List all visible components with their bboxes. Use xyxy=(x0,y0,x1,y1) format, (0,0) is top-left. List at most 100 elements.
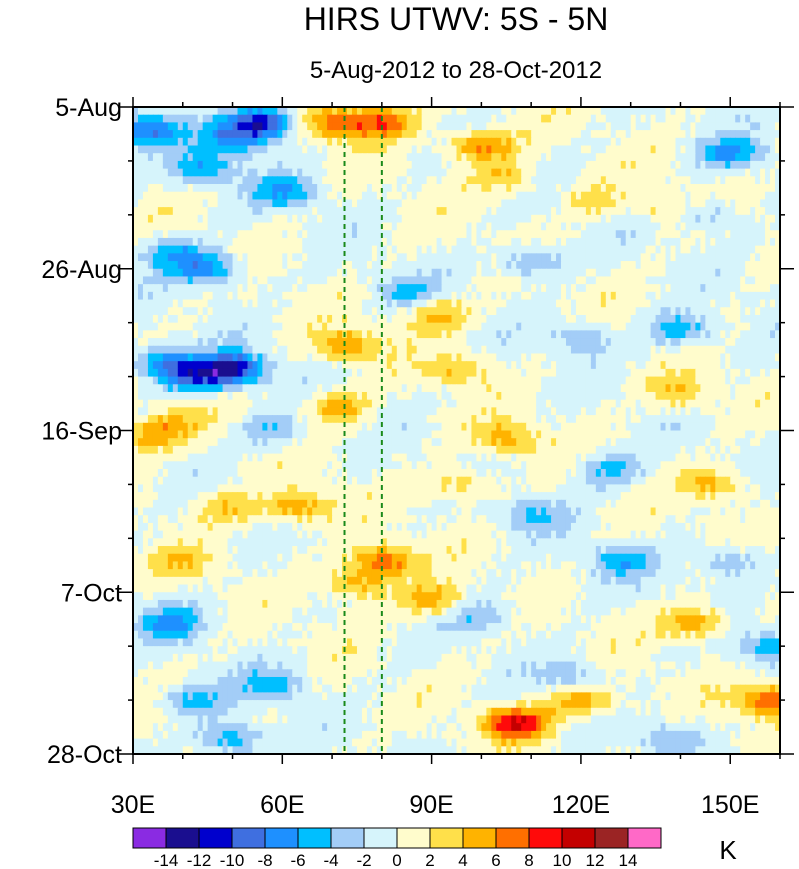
heatmap-cell xyxy=(760,291,766,301)
heatmap-cell xyxy=(491,314,497,324)
heatmap-cell xyxy=(750,284,756,293)
heatmap-cell xyxy=(461,114,468,123)
heatmap-cell xyxy=(720,245,726,254)
heatmap-cell xyxy=(212,237,219,247)
heatmap-cell xyxy=(710,214,716,224)
heatmap-cell xyxy=(710,237,716,247)
heatmap-cell xyxy=(765,384,771,393)
heatmap-cell xyxy=(441,122,448,131)
heatmap-cell xyxy=(481,276,487,285)
heatmap-cell xyxy=(760,145,766,154)
heatmap-cell xyxy=(655,237,662,247)
heatmap-cell xyxy=(471,299,478,308)
heatmap-cell xyxy=(133,291,139,301)
heatmap-cell xyxy=(580,207,587,216)
heatmap-cell xyxy=(436,261,443,270)
heatmap-cell xyxy=(162,191,169,201)
heatmap-cell xyxy=(575,353,582,362)
heatmap-cell xyxy=(272,184,278,193)
heatmap-cell xyxy=(307,368,313,378)
heatmap-cell xyxy=(322,214,328,224)
heatmap-cell xyxy=(431,107,438,116)
heatmap-cell xyxy=(521,207,527,216)
heatmap-cell xyxy=(287,145,293,154)
heatmap-cell xyxy=(516,384,522,393)
heatmap-cell xyxy=(760,353,766,362)
heatmap-cell xyxy=(491,299,497,308)
heatmap-cell xyxy=(287,222,293,231)
heatmap-cell xyxy=(735,230,741,239)
heatmap-cell xyxy=(476,268,482,278)
heatmap-cell xyxy=(695,368,701,378)
heatmap-cell xyxy=(456,261,463,270)
heatmap-cell xyxy=(640,122,647,131)
heatmap-cell xyxy=(481,168,487,177)
heatmap-cell xyxy=(257,338,263,347)
heatmap-cell xyxy=(182,322,189,331)
heatmap-cell xyxy=(645,268,652,278)
heatmap-cell xyxy=(675,122,682,131)
heatmap-cell xyxy=(451,299,458,308)
heatmap-cell xyxy=(476,299,482,308)
heatmap-cell xyxy=(347,291,353,301)
heatmap-cell xyxy=(287,307,293,316)
heatmap-cell xyxy=(312,391,318,401)
heatmap-cell xyxy=(536,384,542,393)
heatmap-cell xyxy=(655,261,662,270)
heatmap-cell xyxy=(451,114,458,123)
heatmap-cell xyxy=(421,314,428,324)
heatmap-cell xyxy=(650,299,657,308)
heatmap-cell xyxy=(580,330,587,339)
heatmap-cell xyxy=(396,122,403,131)
heatmap-cell xyxy=(327,361,333,370)
heatmap-cell xyxy=(396,361,403,370)
heatmap-cell xyxy=(376,122,383,131)
heatmap-cell xyxy=(496,376,502,385)
heatmap-cell xyxy=(456,199,463,208)
heatmap-cell xyxy=(595,353,602,362)
heatmap-cell xyxy=(456,284,463,293)
heatmap-cell xyxy=(312,130,318,139)
heatmap-cell xyxy=(710,322,716,331)
heatmap-cell xyxy=(511,345,517,355)
heatmap-cell xyxy=(167,168,174,177)
heatmap-cell xyxy=(162,268,169,278)
heatmap-cell xyxy=(257,261,263,270)
heatmap-cell xyxy=(655,145,662,154)
heatmap-cell xyxy=(142,322,149,331)
heatmap-cell xyxy=(137,230,144,239)
heatmap-cell xyxy=(665,276,672,285)
heatmap-cell xyxy=(680,207,687,216)
heatmap-cell xyxy=(441,307,448,316)
heatmap-cell xyxy=(760,122,766,131)
heatmap-cell xyxy=(431,245,438,254)
heatmap-cell xyxy=(232,314,239,324)
heatmap-cell xyxy=(272,268,278,278)
heatmap-cell xyxy=(222,338,229,347)
heatmap-cell xyxy=(491,291,497,301)
heatmap-cell xyxy=(227,322,234,331)
heatmap-cell xyxy=(645,168,652,177)
heatmap-cell xyxy=(356,307,363,316)
heatmap-cell xyxy=(371,222,378,231)
heatmap-cell xyxy=(685,314,692,324)
heatmap-cell xyxy=(282,191,288,201)
heatmap-cell xyxy=(481,199,487,208)
heatmap-cell xyxy=(133,191,139,201)
heatmap-cell xyxy=(137,145,144,154)
heatmap-cell xyxy=(655,184,662,193)
heatmap-cell xyxy=(491,137,497,147)
heatmap-cell xyxy=(680,222,687,231)
heatmap-cell xyxy=(197,107,204,116)
heatmap-cell xyxy=(695,330,701,339)
heatmap-cell xyxy=(451,376,458,385)
heatmap-cell xyxy=(650,391,657,401)
heatmap-cell xyxy=(556,145,562,154)
heatmap-cell xyxy=(133,322,139,331)
heatmap-cell xyxy=(570,245,577,254)
heatmap-cell xyxy=(496,368,502,378)
heatmap-cell xyxy=(740,384,746,393)
heatmap-cell xyxy=(137,107,144,116)
heatmap-cell xyxy=(645,199,652,208)
heatmap-cell xyxy=(451,314,458,324)
